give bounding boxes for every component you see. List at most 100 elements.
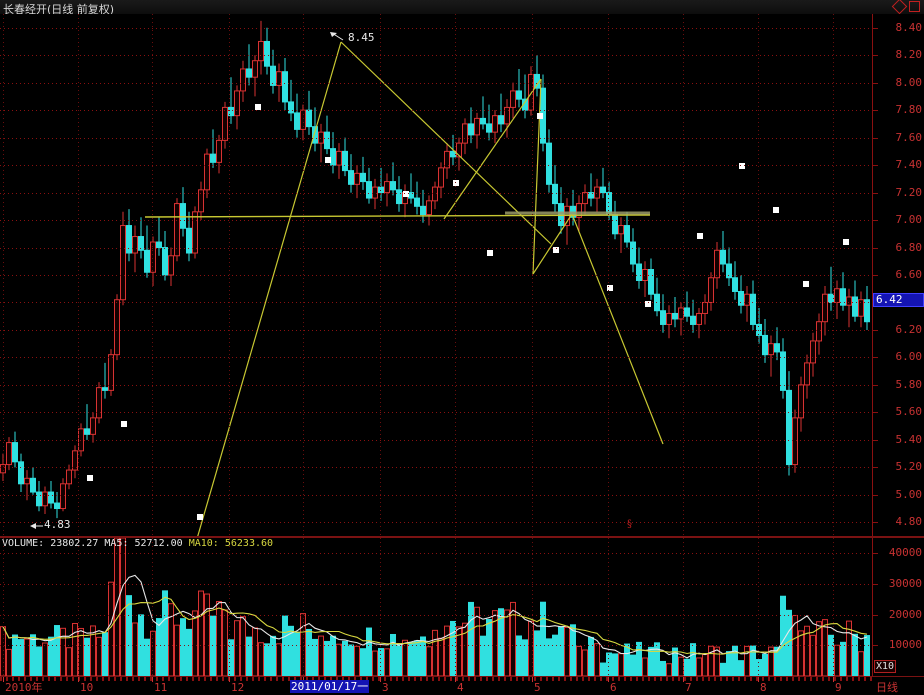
price-axis-tick xyxy=(873,83,878,84)
price-axis-tick xyxy=(873,357,878,358)
price-axis-tick xyxy=(873,193,878,194)
x-axis-label: 5 xyxy=(534,681,541,694)
price-gridline xyxy=(0,138,872,139)
x-tick-band xyxy=(0,677,872,681)
price-axis-tick xyxy=(873,440,878,441)
x-axis-label: 9 xyxy=(835,681,842,694)
price-plot-area[interactable]: 8.45 4.83 § xyxy=(0,14,872,536)
month-gridline xyxy=(380,14,381,536)
month-gridline xyxy=(532,538,533,676)
month-gridline xyxy=(3,538,4,676)
price-gridline xyxy=(0,193,872,194)
price-axis-tick xyxy=(873,385,878,386)
price-axis-tick xyxy=(873,248,878,249)
x-axis[interactable]: 日线 2010年101112134567892011/01/17一 xyxy=(0,676,924,695)
x-axis-label: 7 xyxy=(685,681,692,694)
price-axis-tick xyxy=(873,330,878,331)
month-gridline xyxy=(3,14,4,536)
month-gridline xyxy=(229,538,230,676)
volume-gridline xyxy=(0,645,872,646)
volume-label: VOLUME: xyxy=(2,538,45,549)
price-panel[interactable]: 8.45 4.83 § 8.40 8.20 8.00 7.80 7.60 7.40 7.20 7.… xyxy=(0,14,924,536)
month-gridline xyxy=(608,14,609,536)
volume-scale-badge: X10 xyxy=(874,660,897,673)
price-gridline xyxy=(0,275,872,276)
price-gridline xyxy=(0,412,872,413)
volume-axis-label: 30000 xyxy=(888,577,922,590)
period-label: 日线 xyxy=(876,681,898,694)
price-axis-label: 7.00 xyxy=(895,213,923,226)
x-axis-tick xyxy=(532,677,533,682)
price-axis-tick xyxy=(873,138,878,139)
price-axis-tick xyxy=(873,165,878,166)
price-axis-label: 6.00 xyxy=(895,350,923,363)
x-axis-tick xyxy=(78,677,79,682)
price-axis: 8.40 8.20 8.00 7.80 7.60 7.40 7.20 7.00 6.80 6.60… xyxy=(872,14,924,536)
price-axis-label: 8.40 xyxy=(895,21,923,34)
price-axis-label: 6.20 xyxy=(895,323,923,336)
price-axis-tick xyxy=(873,467,878,468)
diamond-icon[interactable] xyxy=(891,0,908,15)
x-axis-tick xyxy=(303,677,304,682)
month-gridline xyxy=(152,538,153,676)
title-bar-icons xyxy=(891,0,920,15)
price-axis-tick xyxy=(873,522,878,523)
price-gridline xyxy=(0,83,872,84)
volume-header: VOLUME: 23802.27 MA5: 52712.00 MA10: 562… xyxy=(2,538,273,549)
price-axis-label: 7.20 xyxy=(895,186,923,199)
x-axis-label: 6 xyxy=(610,681,617,694)
volume-axis-label: 40000 xyxy=(888,546,922,559)
price-axis-tick xyxy=(873,28,878,29)
price-gridline xyxy=(0,165,872,166)
price-axis-label: 5.00 xyxy=(895,488,923,501)
dividend-marker[interactable]: § xyxy=(627,519,632,530)
x-axis-selected-date: 2011/01/17一 xyxy=(290,680,370,693)
price-gridline xyxy=(0,302,872,303)
panel-separator xyxy=(0,536,924,538)
price-axis-label: 4.80 xyxy=(895,515,923,528)
price-gridline xyxy=(0,440,872,441)
square-icon[interactable] xyxy=(909,1,920,12)
price-axis-label: 5.80 xyxy=(895,378,923,391)
month-gridline xyxy=(833,14,834,536)
volume-gridline xyxy=(0,553,872,554)
price-gridline xyxy=(0,55,872,56)
volume-panel[interactable]: 40000 30000 20000 10000 xyxy=(0,538,924,676)
x-axis-label: 3 xyxy=(382,681,389,694)
month-gridline xyxy=(758,14,759,536)
month-gridline xyxy=(229,14,230,536)
ma5-value: 52712.00 xyxy=(134,538,183,549)
page-title: 长春经开(日线 前复权) xyxy=(3,3,115,16)
volume-axis: 40000 30000 20000 10000 xyxy=(872,538,924,676)
price-gridline xyxy=(0,357,872,358)
title-bar: 长春经开(日线 前复权) xyxy=(0,0,924,16)
volume-axis-tick xyxy=(873,553,878,554)
month-gridline xyxy=(303,14,304,536)
price-gridline xyxy=(0,522,872,523)
volume-plot-area[interactable] xyxy=(0,538,872,676)
price-axis-tick xyxy=(873,110,878,111)
price-axis-label: 8.00 xyxy=(895,76,923,89)
price-gridline xyxy=(0,220,872,221)
month-gridline xyxy=(683,14,684,536)
volume-value: 23802.27 xyxy=(50,538,99,549)
price-axis-tick xyxy=(873,55,878,56)
x-axis-label: 10 xyxy=(80,681,94,694)
high-annotation: 8.45 xyxy=(330,31,375,44)
price-axis-tick xyxy=(873,495,878,496)
x-axis-tick xyxy=(3,677,4,682)
month-gridline xyxy=(78,538,79,676)
price-gridline xyxy=(0,248,872,249)
x-axis-label: 8 xyxy=(760,681,767,694)
price-gridline xyxy=(0,385,872,386)
price-axis-tick xyxy=(873,412,878,413)
price-axis-label: 6.80 xyxy=(895,241,923,254)
month-gridline xyxy=(608,538,609,676)
candlestick-svg xyxy=(0,20,870,536)
price-gridline xyxy=(0,467,872,468)
volume-gridline xyxy=(0,584,872,585)
month-gridline xyxy=(758,538,759,676)
x-axis-tick xyxy=(152,677,153,682)
month-gridline xyxy=(683,538,684,676)
x-axis-label: 4 xyxy=(457,681,464,694)
